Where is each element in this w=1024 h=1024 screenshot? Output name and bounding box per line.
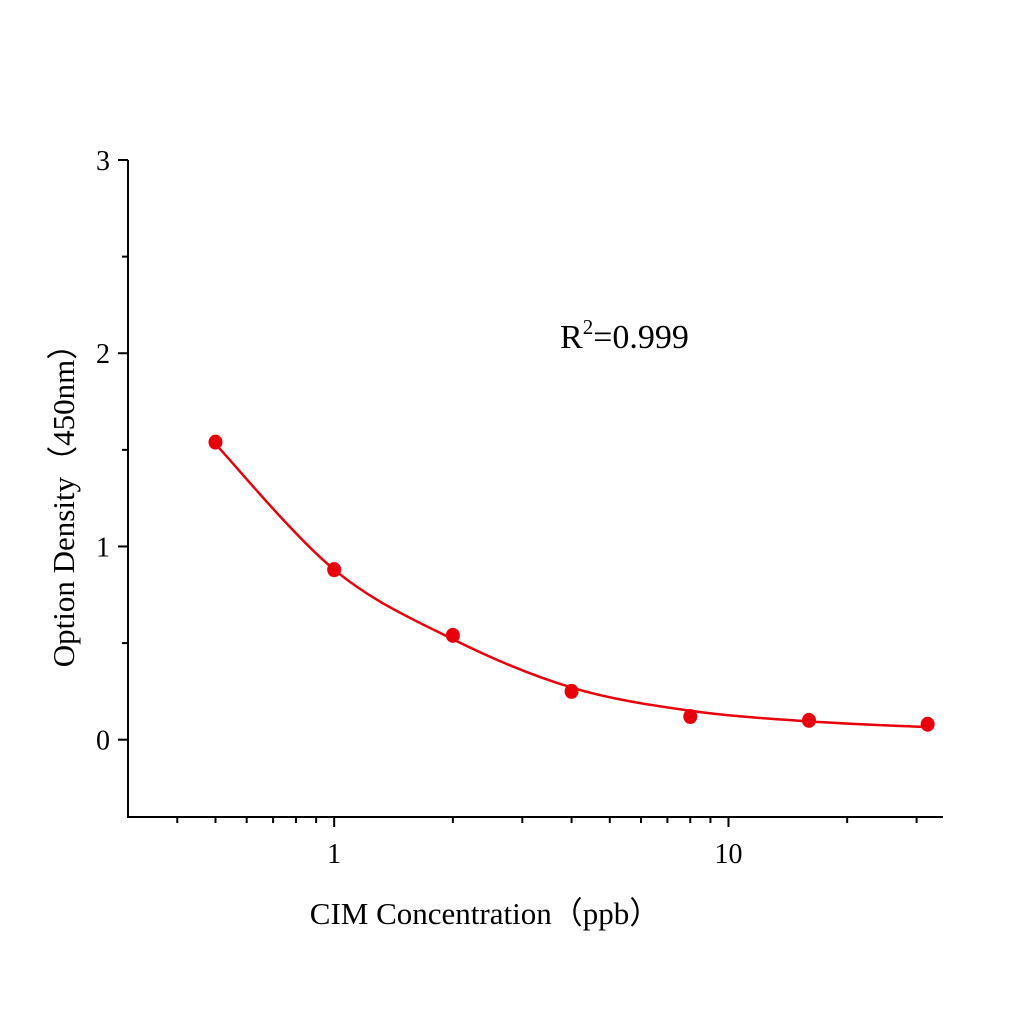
data-point (564, 683, 579, 699)
r-squared-annotation: R2=0.999 (560, 315, 689, 356)
data-point (445, 627, 460, 643)
x-axis-label: CIM Concentration（ppb） (310, 896, 660, 931)
y-tick-label: 1 (96, 532, 110, 563)
axes (118, 159, 943, 827)
tick-labels: 0 1 2 3 1 10 (96, 146, 742, 870)
data-point (920, 716, 935, 732)
y-tick-label: 2 (96, 339, 110, 370)
x-tick-label: 1 (327, 839, 341, 870)
y-axis-label: Option Density（450nm） (46, 329, 81, 667)
data-point (327, 562, 342, 578)
x-tick-label: 10 (714, 839, 742, 870)
data-point (208, 434, 223, 450)
y-tick-label: 3 (96, 146, 110, 177)
data-point (683, 709, 698, 725)
data-points (208, 434, 935, 732)
data-point (801, 712, 816, 728)
y-tick-label: 0 (96, 726, 110, 757)
